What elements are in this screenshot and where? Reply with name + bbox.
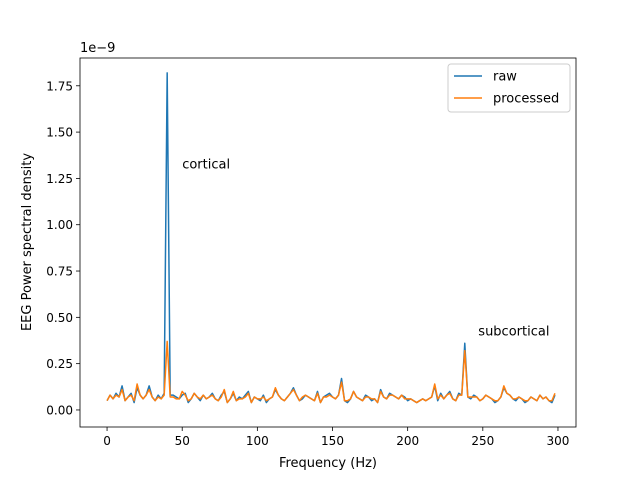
y-tick-label: 1.00: [46, 218, 73, 232]
y-axis-label: EEG Power spectral density: [20, 153, 35, 331]
y-tick-label: 0.50: [46, 311, 73, 325]
x-tick-label: 0: [103, 434, 111, 448]
legend: raw processed: [447, 63, 571, 113]
series-line-processed: [106, 340, 556, 404]
y-tick-label: 1.50: [46, 126, 73, 140]
x-tick-label: 100: [246, 434, 269, 448]
y-tick-label: 0.25: [46, 357, 73, 371]
annotation-cortical: cortical: [182, 158, 230, 173]
x-tick-label: 300: [547, 434, 570, 448]
x-tick-label: 50: [175, 434, 190, 448]
legend-label-raw: raw: [493, 70, 517, 85]
y-tick-label: 0.75: [46, 265, 73, 279]
annotations: cortical subcortical: [182, 158, 549, 340]
x-tick-label: 200: [396, 434, 419, 448]
x-axis-label: Frequency (Hz): [279, 456, 377, 471]
y-axis-ticks: 0.00 0.25 0.50 0.75 1.00 1.25 1.50 1.75: [46, 79, 80, 417]
series-layer: [106, 72, 556, 404]
annotation-subcortical: subcortical: [478, 324, 549, 339]
x-tick-label: 250: [471, 434, 494, 448]
x-axis-ticks: 0 50 100 150 200 250 300: [103, 427, 569, 448]
x-tick-label: 150: [321, 434, 344, 448]
y-offset-label: 1e−9: [80, 41, 115, 56]
plot-frame: [79, 57, 577, 428]
y-tick-label: 0.00: [46, 403, 73, 417]
y-tick-label: 1.75: [46, 79, 73, 93]
y-tick-label: 1.25: [46, 172, 73, 186]
legend-label-processed: processed: [493, 92, 559, 107]
plot-area-background: [80, 58, 576, 427]
